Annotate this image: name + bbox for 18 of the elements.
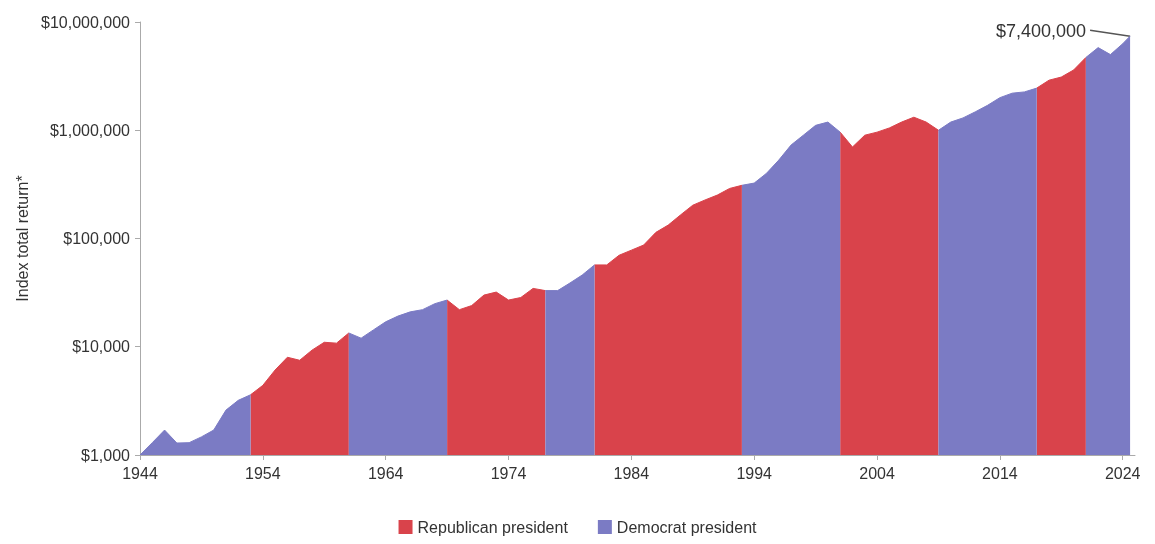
x-tick-label: 1974 (490, 464, 527, 482)
x-tick-label: 1944 (122, 464, 158, 482)
y-tick-label: $100,000 (63, 230, 131, 247)
x-tick-label: 1994 (736, 464, 773, 482)
legend-label: Republican president (417, 518, 569, 536)
y-tick-label: $1,000,000 (49, 121, 131, 139)
y-tick-label: $10,000,000 (41, 13, 131, 31)
y-tick-label: $1,000 (81, 446, 131, 464)
x-tick-label: 1964 (367, 464, 404, 482)
y-axis-title: Index total return* (13, 175, 31, 302)
x-tick-label: 1984 (613, 464, 650, 482)
y-tick-label: $10,000 (72, 338, 131, 356)
x-tick-label: 2024 (1104, 464, 1141, 482)
legend-label: Democrat president (616, 518, 758, 536)
annotation: $7,400,000 (995, 21, 1087, 42)
x-tick-label: 2014 (982, 464, 1018, 482)
x-tick-label: 2004 (859, 464, 895, 482)
x-tick-label: 1954 (245, 464, 281, 482)
